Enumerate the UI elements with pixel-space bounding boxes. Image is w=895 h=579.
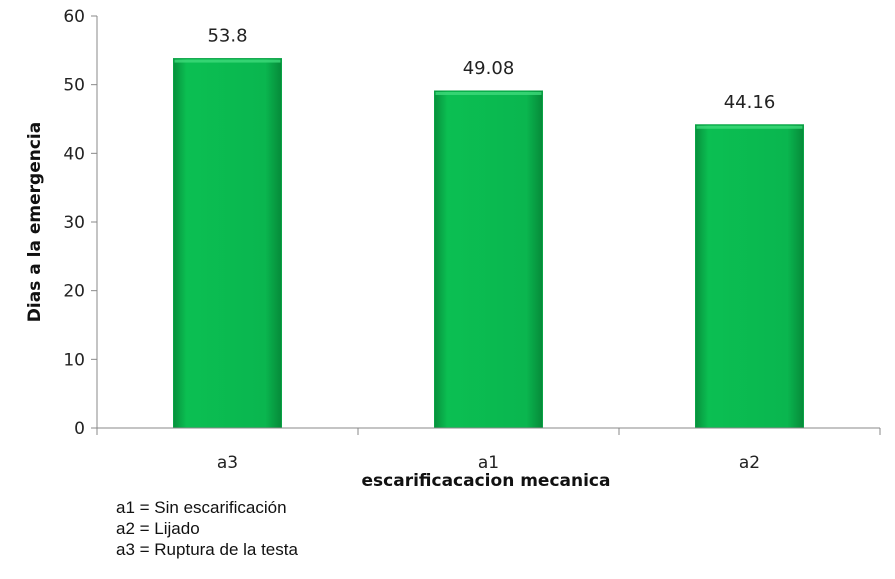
y-tick-label: 60 — [63, 7, 85, 27]
bar-a3 — [173, 58, 282, 429]
y-axis: 0 10 20 30 40 50 60 — [63, 7, 98, 439]
bar-a1 — [434, 90, 543, 429]
x-axis: a3 a1 a2 — [96, 427, 881, 473]
legend-note-a1: a1 = Sin escarificación — [116, 498, 287, 517]
x-axis-title: escarificacacion mecanica — [362, 471, 611, 491]
legend-note-a2: a2 = Lijado — [116, 519, 200, 538]
bar-highlight — [696, 125, 803, 129]
y-tick-label: 10 — [63, 350, 85, 370]
y-tick-label: 20 — [63, 282, 85, 302]
x-tick-label-a1: a1 — [478, 453, 499, 473]
data-label-a3: 53.8 — [207, 26, 247, 47]
y-tick-label: 30 — [63, 213, 85, 233]
legend-note-a3: a3 = Ruptura de la testa — [116, 540, 298, 559]
y-tick-label: 50 — [63, 76, 85, 96]
data-label-a1: 49.08 — [463, 58, 515, 79]
category-legend: a1 = Sin escarificación a2 = Lijado a3 =… — [116, 497, 298, 560]
bar-highlight — [435, 91, 542, 95]
data-label-a2: 44.16 — [724, 92, 776, 113]
bars-group: 53.8 49.08 44.16 — [173, 26, 804, 429]
y-tick-label: 0 — [74, 419, 85, 439]
bar-highlight — [174, 59, 281, 63]
x-tick-label-a2: a2 — [739, 453, 760, 473]
x-tick-label-a3: a3 — [217, 453, 238, 473]
y-axis-title: Dias a la emergencia — [25, 122, 45, 322]
bar-a2 — [695, 124, 804, 429]
y-tick-label: 40 — [63, 144, 85, 164]
